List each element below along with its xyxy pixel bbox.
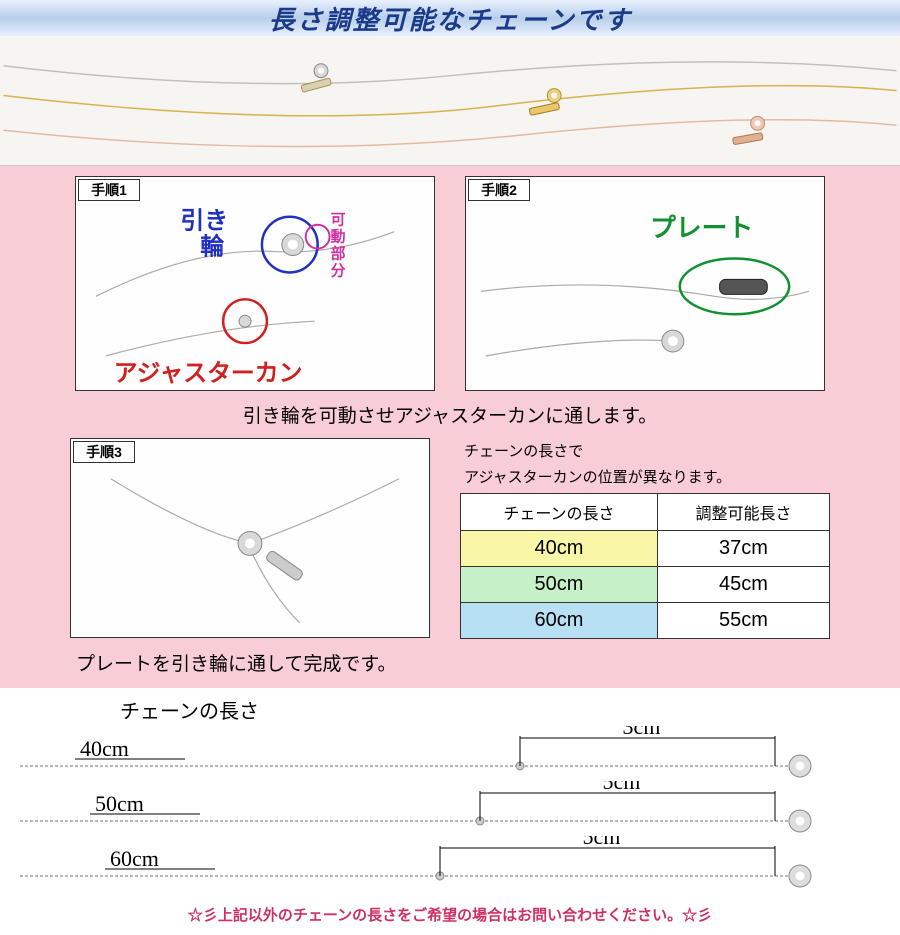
svg-text:動: 動 xyxy=(331,229,346,246)
step2-card: 手順2 プレート xyxy=(465,176,825,391)
ruler-row: 3cm 40cm xyxy=(20,726,880,781)
note-line2: アジャスターカンの位置が異なります。 xyxy=(464,468,830,488)
svg-text:アジャスターカン: アジャスターカン xyxy=(114,360,303,387)
step1-diagram: 可 動 部 分 引き 輪 アジャスターカン xyxy=(76,177,434,391)
note-line1: チェーンの長さで xyxy=(464,442,830,462)
svg-text:5cm: 5cm xyxy=(583,836,621,849)
step2-diagram: プレート xyxy=(466,177,824,391)
step3-diagram xyxy=(71,439,429,638)
step2-tab: 手順2 xyxy=(468,179,530,201)
page-root: 長さ調整可能なチェーンです 手順1 xyxy=(0,0,900,925)
table-col2: 調整可能長さ xyxy=(657,494,829,531)
cell-len: 40cm xyxy=(461,531,658,567)
step3-card: 手順3 xyxy=(70,438,430,638)
table-row: 60cm55cm xyxy=(461,603,830,639)
ruler-section: チェーンの長さ 3cm 40cm 5cm 50cm 5cm 60cm xyxy=(0,688,900,896)
svg-text:引き: 引き xyxy=(180,208,228,235)
cell-adj: 55cm xyxy=(657,603,829,639)
cell-adj: 37cm xyxy=(657,531,829,567)
svg-text:部: 部 xyxy=(331,245,346,263)
svg-text:分: 分 xyxy=(331,262,346,279)
step1-tab: 手順1 xyxy=(78,179,140,201)
footer-note: ☆彡上記以外のチェーンの長さをご希望の場合はお問い合わせください。☆彡 xyxy=(0,904,900,925)
title-bar: 長さ調整可能なチェーンです xyxy=(0,0,900,36)
instructions-section: 手順1 可 動 部 分 xyxy=(0,166,900,688)
svg-text:プレート: プレート xyxy=(650,214,753,243)
ruler-row: 5cm 50cm xyxy=(20,781,880,836)
svg-text:50cm: 50cm xyxy=(95,791,144,816)
cell-len: 50cm xyxy=(461,567,658,603)
table-row: 40cm37cm xyxy=(461,531,830,567)
table-col1: チェーンの長さ xyxy=(461,494,658,531)
svg-text:5cm: 5cm xyxy=(603,781,641,794)
svg-text:60cm: 60cm xyxy=(110,846,159,871)
ruler-title: チェーンの長さ xyxy=(120,695,880,724)
svg-text:40cm: 40cm xyxy=(80,736,129,761)
page-title: 長さ調整可能なチェーンです xyxy=(269,0,632,37)
adjustment-table: チェーンの長さ 調整可能長さ 40cm37cm50cm45cm60cm55cm xyxy=(460,493,830,639)
cell-len: 60cm xyxy=(461,603,658,639)
caption1: 引き輪を可動させアジャスターカンに通します。 xyxy=(16,401,884,428)
ruler-row: 5cm 60cm xyxy=(20,836,880,891)
caption3: プレートを引き輪に通して完成です。 xyxy=(76,649,884,676)
svg-text:輪: 輪 xyxy=(200,233,224,261)
right-block: チェーンの長さで アジャスターカンの位置が異なります。 チェーンの長さ 調整可能… xyxy=(460,438,830,639)
svg-text:3cm: 3cm xyxy=(623,726,661,739)
cell-adj: 45cm xyxy=(657,567,829,603)
step1-card: 手順1 可 動 部 分 xyxy=(75,176,435,391)
table-row: 50cm45cm xyxy=(461,567,830,603)
step3-tab: 手順3 xyxy=(73,441,135,463)
hero-image xyxy=(0,36,900,166)
svg-text:可: 可 xyxy=(331,212,346,229)
